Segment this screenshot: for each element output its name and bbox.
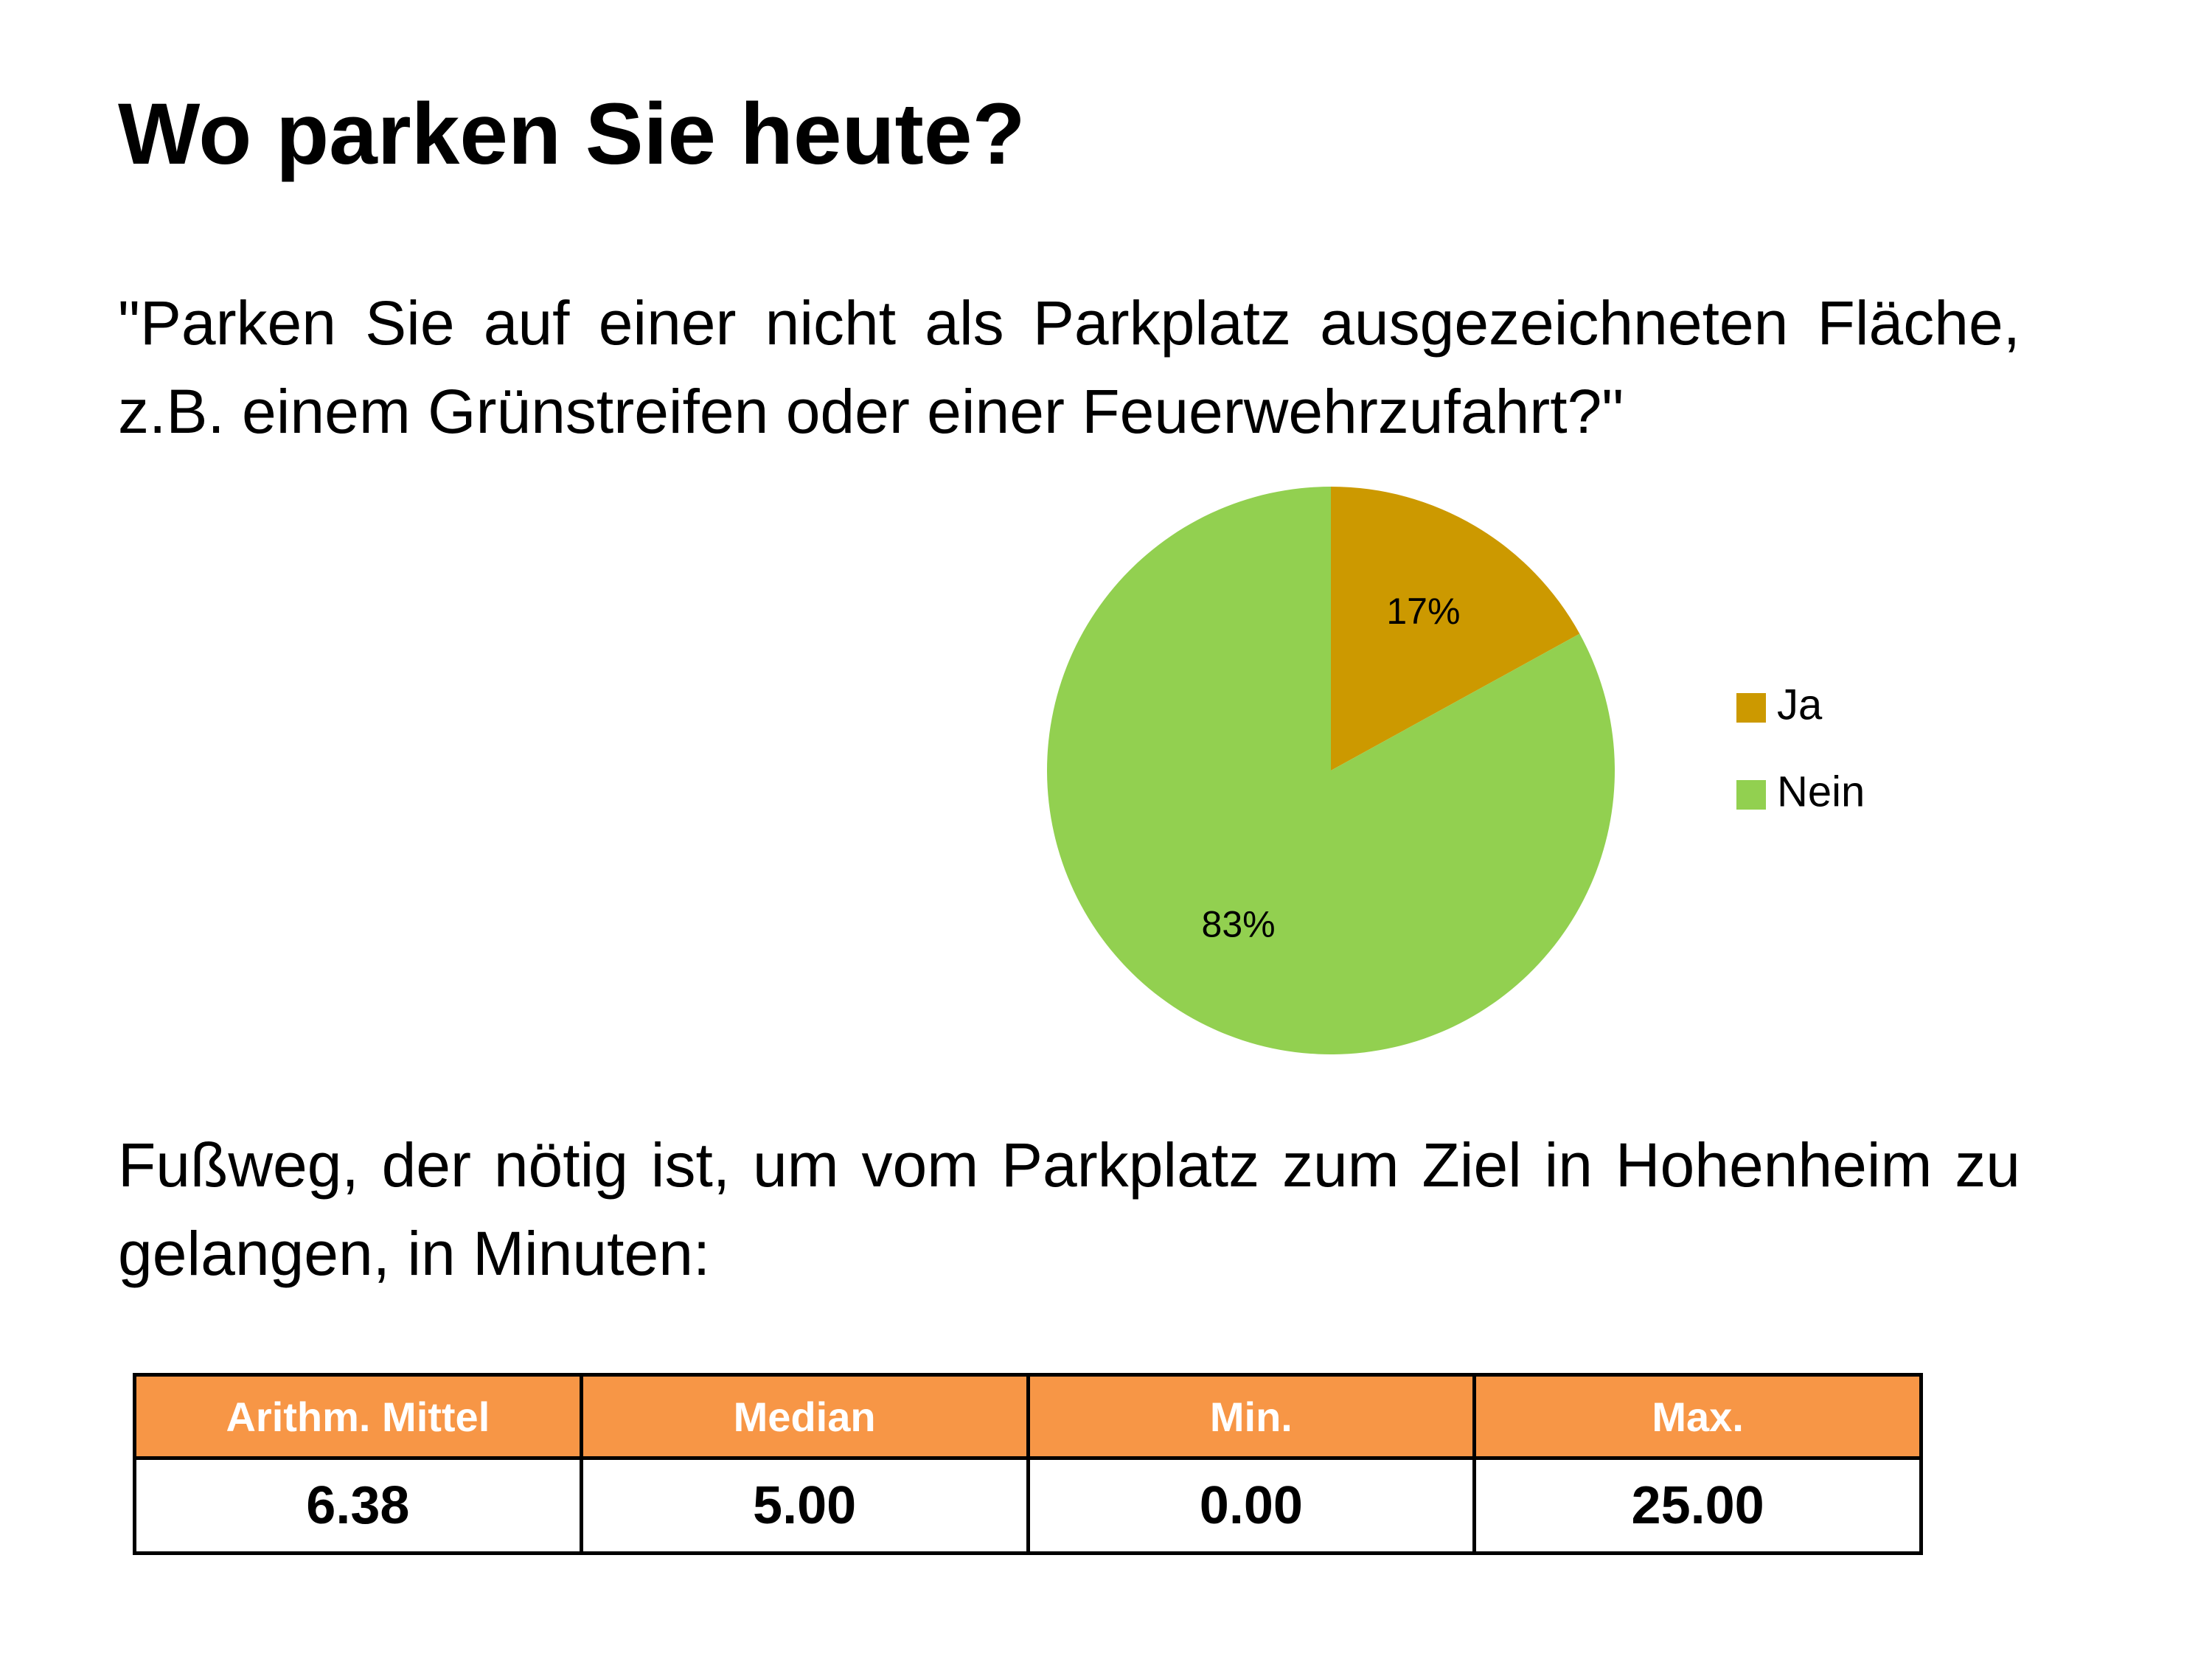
header-mean: Arithm. Mittel: [133, 1373, 583, 1460]
header-max: Max.: [1472, 1373, 1923, 1460]
value-min: 0.00: [1026, 1456, 1477, 1555]
chart-legend: Ja Nein: [1736, 681, 1865, 815]
legend-label-nein: Nein: [1777, 768, 1865, 815]
pie-slices: [1047, 487, 1615, 1054]
value-median: 5.00: [579, 1456, 1030, 1555]
legend-swatch-ja: [1736, 693, 1766, 723]
data-label-nein: 83%: [1202, 903, 1276, 945]
page-title: Wo parken Sie heute?: [118, 86, 1026, 183]
value-max: 25.00: [1472, 1456, 1923, 1555]
table-row: 6.38 5.00 0.00 25.00: [133, 1456, 1923, 1555]
value-mean: 6.38: [133, 1456, 583, 1555]
pie-slice-ja: [1331, 487, 1580, 771]
pie-data-labels: 17% 83%: [1202, 591, 1461, 945]
pie-chart: 17% 83% Ja Nein: [1047, 487, 1865, 1054]
walk-time-description: Fußweg, der nötig ist, um vom Parkplatz …: [118, 1130, 2020, 1288]
legend-swatch-nein: [1736, 780, 1766, 810]
data-label-ja: 17%: [1386, 591, 1460, 632]
walk-time-table: Arithm. Mittel Median Min. Max. 6.38 5.0…: [133, 1373, 1923, 1555]
survey-question: "Parken Sie auf einer nicht als Parkplat…: [118, 288, 2020, 446]
table-header-row: Arithm. Mittel Median Min. Max.: [133, 1373, 1923, 1460]
pie-slice-nein: [1047, 487, 1615, 1054]
legend-label-ja: Ja: [1777, 681, 1823, 728]
header-min: Min.: [1026, 1373, 1477, 1460]
header-median: Median: [579, 1373, 1030, 1460]
